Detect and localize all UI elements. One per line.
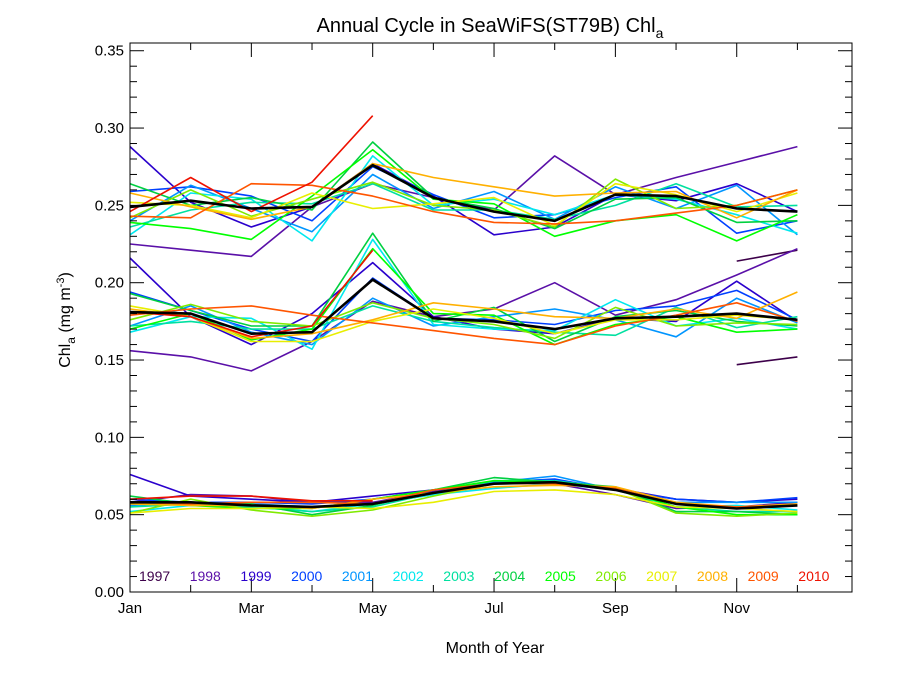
series-line-2010-lower: [129, 495, 373, 502]
chart-title-text: Annual Cycle in SeaWiFS(ST79B) Chla: [317, 15, 664, 41]
legend-entry-2006: 2006: [595, 568, 626, 584]
series-line-2003-upper: [129, 182, 798, 228]
series-line-2010-upper: [129, 115, 374, 213]
series-line-2004-upper: [129, 141, 798, 230]
x-tick-label: Jan: [118, 600, 142, 617]
y-tick-label: 0.00: [95, 584, 124, 601]
y-axis-label-units-exponent: -3: [55, 278, 67, 288]
y-axis-label-units-close: ): [57, 272, 74, 277]
y-tick-label: 0.15: [95, 352, 124, 369]
series-line-2000-upper: [129, 165, 798, 234]
series-line-2010-middle: [129, 249, 374, 338]
legend-entry-2003: 2003: [443, 568, 474, 584]
x-tick-label: Mar: [238, 600, 264, 617]
legend-entry-2005: 2005: [545, 568, 576, 584]
legend-entry-2007: 2007: [646, 568, 677, 584]
x-tick-label: May: [359, 600, 388, 617]
x-tick-label: Sep: [602, 600, 629, 617]
y-axis-label-units: (mg m: [57, 287, 74, 337]
y-axis-label: Chla (mg m-3): [55, 272, 78, 368]
y-tick-label: 0.25: [95, 197, 124, 214]
series-line-1999-middle: [129, 257, 798, 346]
legend-entry-2010: 2010: [798, 568, 829, 584]
series-line-2009-middle: [129, 301, 798, 346]
legend-entry-1999: 1999: [240, 568, 271, 584]
series-line-2007-middle: [129, 305, 798, 343]
plot-frame: [129, 42, 853, 593]
series-line-2009-upper: [129, 182, 798, 225]
chart-title-subscript: a: [656, 25, 664, 41]
series-line-mean-lower: [130, 480, 798, 510]
x-tick-label: Nov: [723, 600, 750, 617]
chart-title-main: Annual Cycle in SeaWiFS(ST79B) Chl: [317, 15, 656, 37]
legend: 1997 1998 1999 2000 2001 2002 2003 2004 2005 2006…: [139, 568, 830, 584]
series-line-1997-middle: [736, 356, 798, 366]
chart-title: Annual Cycle in SeaWiFS(ST79B) Chla: [317, 15, 664, 41]
series-line-2002-upper: [129, 155, 798, 242]
series-line-2008-middle: [129, 291, 798, 340]
series-line-2006-middle: [129, 301, 798, 340]
series-line-2006-upper: [129, 178, 798, 228]
y-axis-label-base: Chl: [57, 344, 74, 368]
series-line-1998-middle: [129, 247, 798, 372]
y-tick-label: 0.20: [95, 275, 124, 292]
legend-entry-2008: 2008: [697, 568, 728, 584]
y-axis-label-subscript: a: [64, 337, 78, 344]
series-line-mean-middle: [129, 278, 798, 336]
series-line-1997-upper: [736, 249, 798, 262]
y-tick-label: 0.30: [95, 120, 124, 137]
legend-entry-1998: 1998: [190, 568, 221, 584]
legend-entry-2002: 2002: [393, 568, 424, 584]
y-tick-label: 0.10: [95, 429, 124, 446]
series-line-2007-lower: [129, 489, 798, 514]
legend-entry-2004: 2004: [494, 568, 525, 584]
legend-entry-2001: 2001: [342, 568, 373, 584]
series-line-mean-upper: [129, 163, 798, 223]
series-lines: [129, 115, 798, 518]
axes: 0.00 0.05 0.10 0.15 0.20 0.25 0.30 0.35 Jan Mar Ma…: [95, 42, 853, 617]
x-tick-label: Jul: [484, 600, 503, 617]
x-axis-label: Month of Year: [446, 640, 545, 657]
series-line-2008-upper: [129, 162, 798, 221]
legend-entry-2009: 2009: [748, 568, 779, 584]
legend-entry-1997: 1997: [139, 568, 170, 584]
series-line-1999-upper: [129, 146, 798, 236]
legend-entry-2000: 2000: [291, 568, 322, 584]
y-tick-label: 0.05: [95, 507, 124, 524]
y-tick-label: 0.35: [95, 43, 124, 60]
